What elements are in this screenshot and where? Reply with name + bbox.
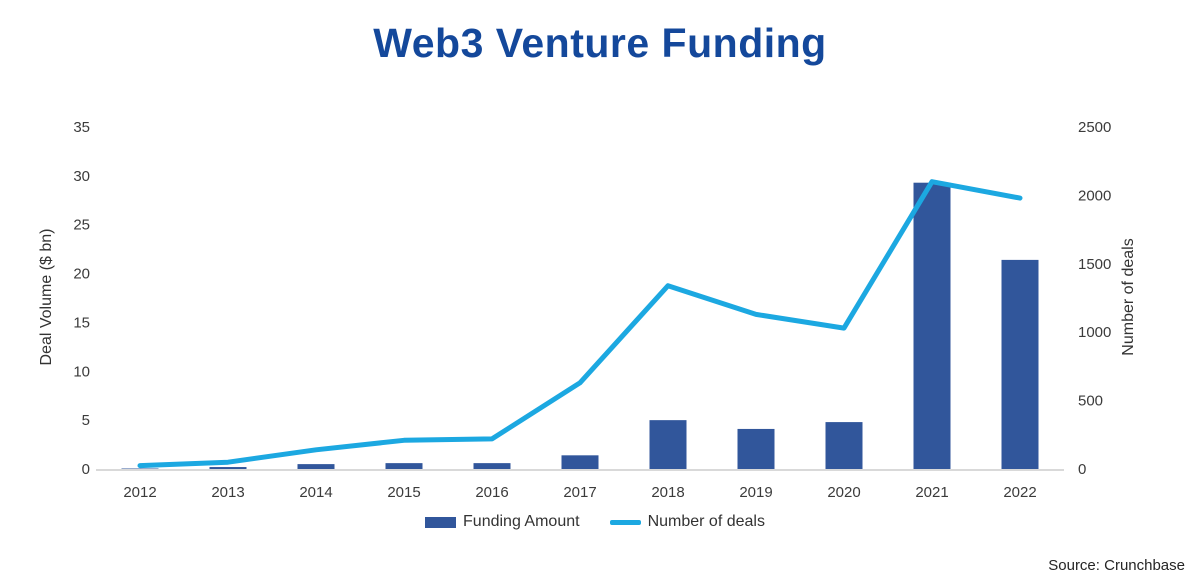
- right-axis-tick-label: 1000: [1078, 324, 1111, 341]
- left-axis-tick-label: 30: [73, 168, 90, 185]
- x-axis-label: 2014: [299, 484, 332, 501]
- funding-bar: [649, 420, 687, 469]
- left-axis-tick-label: 25: [73, 217, 90, 234]
- funding-bar: [737, 428, 775, 469]
- left-axis-tick-label: 20: [73, 266, 90, 283]
- x-axis-label: 2021: [915, 484, 948, 501]
- left-axis-tick-label: 35: [73, 119, 90, 136]
- right-axis-tick-label: 500: [1078, 393, 1103, 410]
- legend-label-number-of-deals: Number of deals: [647, 513, 765, 530]
- x-axis-label: 2017: [563, 484, 596, 501]
- x-axis-label: 2020: [827, 484, 860, 501]
- number-of-deals-swatch: [609, 519, 641, 525]
- right-axis-tick-label: 1500: [1078, 256, 1111, 273]
- funding-bar: [209, 467, 247, 469]
- x-axis-label: 2012: [123, 484, 156, 501]
- legend-item-number-of-deals: Number of deals: [609, 513, 765, 531]
- chart-title: Web3 Venture Funding: [373, 20, 827, 66]
- funding-bar: [561, 455, 599, 469]
- funding-bar: [1001, 259, 1039, 469]
- legend-item-funding-amount: Funding Amount: [425, 513, 580, 531]
- left-axis-tick-label: 0: [82, 461, 90, 478]
- funding-bar: [297, 464, 335, 469]
- funding-bar: [385, 463, 423, 469]
- x-axis-label: 2013: [211, 484, 244, 501]
- chart-legend: Funding Amount Number of deals: [0, 513, 1190, 531]
- x-axis-label: 2018: [651, 484, 684, 501]
- right-axis-tick-label: 2500: [1078, 119, 1111, 136]
- source-note: Source: Crunchbase: [1048, 557, 1185, 574]
- right-axis-tick-label: 0: [1078, 461, 1086, 478]
- left-axis-tick-label: 10: [73, 363, 90, 380]
- x-axis-label: 2022: [1003, 484, 1036, 501]
- left-axis-tick-label: 15: [73, 314, 90, 331]
- deals-line: [137, 179, 1023, 469]
- x-axis-label: 2016: [475, 484, 508, 501]
- funding-bar: [825, 422, 863, 469]
- x-axis-label: 2015: [387, 484, 420, 501]
- funding-bar: [913, 182, 951, 469]
- x-axis-label: 2019: [739, 484, 772, 501]
- funding-amount-swatch: [425, 516, 457, 528]
- left-axis-tick-label: 5: [82, 412, 90, 429]
- funding-bar: [473, 463, 511, 469]
- legend-label-funding-amount: Funding Amount: [463, 513, 580, 530]
- right-axis-tick-label: 2000: [1078, 187, 1111, 204]
